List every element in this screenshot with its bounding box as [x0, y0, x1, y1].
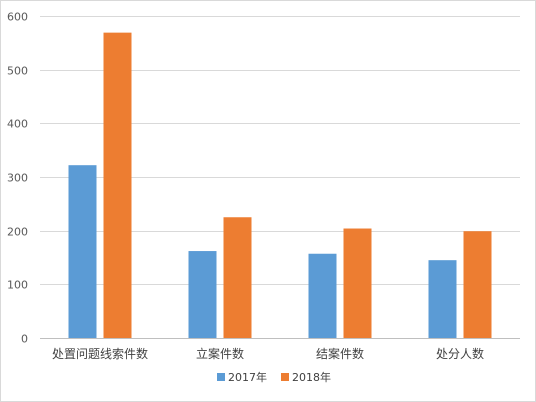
- bar-series2: [463, 231, 492, 338]
- legend-label: 2017年: [228, 370, 267, 384]
- legend-label: 2018年: [292, 370, 331, 384]
- y-tick-label: 400: [7, 118, 28, 131]
- bar-series1: [308, 253, 337, 338]
- y-tick-label: 600: [7, 11, 28, 24]
- bar-series2: [103, 32, 132, 339]
- y-axis-ticks: 0 100 200 300 400 500 600: [7, 11, 28, 346]
- bar-series1: [68, 165, 97, 338]
- y-tick-label: 200: [7, 226, 28, 239]
- legend-swatch: [281, 373, 289, 381]
- bar-series1: [428, 260, 457, 338]
- bar-series2: [343, 228, 372, 338]
- x-category-label: 处置问题线索件数: [52, 346, 148, 361]
- x-category-label: 结案件数: [316, 346, 364, 361]
- y-tick-label: 100: [7, 279, 28, 292]
- bar-series1: [188, 251, 217, 338]
- y-tick-label: 300: [7, 172, 28, 185]
- y-tick-label: 500: [7, 65, 28, 78]
- bars: [68, 32, 492, 339]
- y-tick-label: 0: [21, 333, 28, 346]
- legend-swatch: [217, 373, 225, 381]
- bar-series2: [223, 217, 252, 338]
- legend: 2017年 2018年: [217, 370, 331, 384]
- x-category-label: 立案件数: [196, 346, 244, 361]
- x-category-label: 处分人数: [436, 346, 484, 361]
- x-axis-categories: 处置问题线索件数 立案件数 结案件数 处分人数: [52, 346, 484, 361]
